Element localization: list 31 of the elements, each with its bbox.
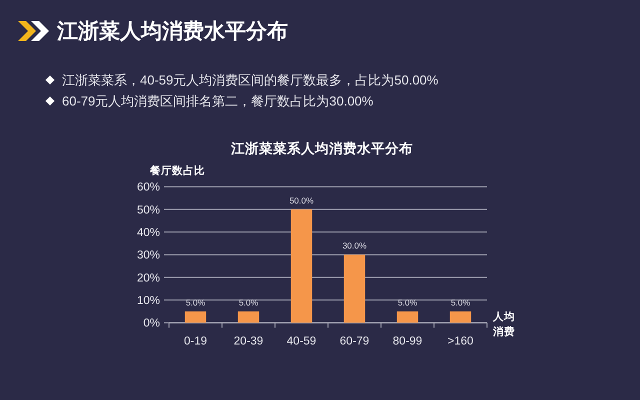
bar (184, 311, 206, 323)
x-tick-label: 40-59 (286, 336, 316, 348)
y-tick-label: 60% (136, 182, 160, 194)
y-tick-label: 40% (136, 227, 160, 240)
y-tick-label: 0% (143, 318, 160, 330)
bar (396, 311, 418, 323)
x-tick-label: 0-19 (184, 336, 208, 348)
x-axis-title: 人均消费 (492, 310, 515, 338)
data-label: 30.0% (342, 240, 367, 251)
y-tick-label: 20% (136, 272, 160, 284)
bar (450, 311, 472, 323)
data-label: 50.0% (289, 195, 314, 206)
x-tick-label: >160 (448, 336, 474, 348)
y-tick-label: 50% (136, 204, 160, 216)
bar (344, 254, 366, 323)
data-label: 5.0% (398, 297, 418, 308)
x-tick-label: 60-79 (340, 336, 370, 348)
bar (290, 209, 312, 323)
text: 江浙菜菜系，40-59元人均消费区间的餐厅数最多，占比为50.00% (62, 72, 439, 88)
y-tick-label: 30% (136, 250, 160, 262)
text: 60-79元人均消费区间排名第二，餐厅数占比为30.00% (62, 94, 374, 108)
y-tick-label: 10% (136, 295, 160, 308)
data-label: 5.0% (450, 297, 471, 308)
chart-title: 江浙菜人均消费水平分布 (56, 20, 288, 43)
y-axis-title: 餐厅数占比 (149, 164, 205, 177)
chart-subtitle: 江浙菜菜系人均消费水平分布 (230, 141, 413, 156)
data-label: 5.0% (238, 297, 259, 308)
data-label: 5.0% (186, 297, 206, 308)
x-tick-label: 80-99 (392, 336, 422, 348)
x-tick-label: 20-39 (234, 336, 264, 348)
bar (238, 311, 260, 323)
